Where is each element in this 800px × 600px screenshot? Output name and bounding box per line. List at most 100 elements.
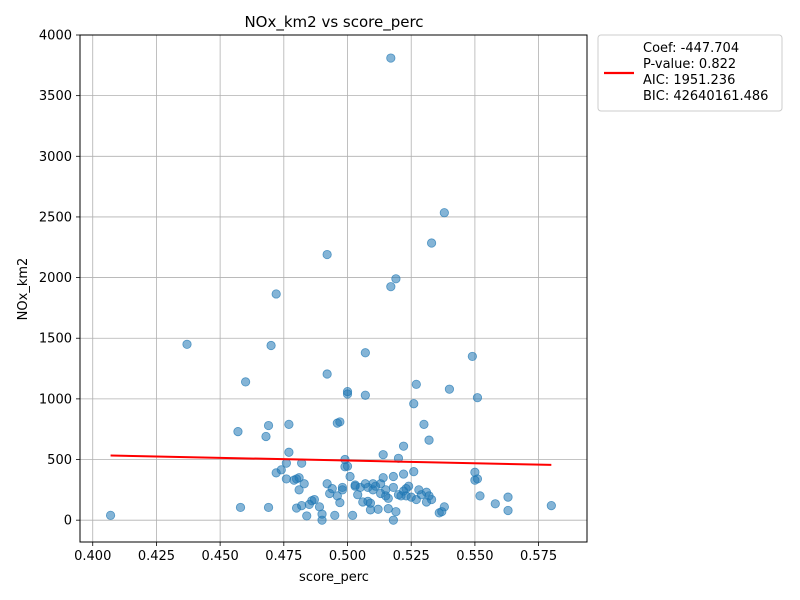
- legend-line-2: P-value: 0.822: [643, 57, 736, 72]
- data-point: [503, 505, 513, 516]
- data-point: [388, 471, 398, 482]
- data-point: [335, 417, 345, 427]
- data-points: [105, 53, 556, 525]
- data-point: [294, 485, 304, 495]
- legend-line-1: Coef: -447.704: [643, 41, 739, 56]
- legend-line-3: AIC: 1951.236: [643, 73, 735, 88]
- data-point: [299, 479, 309, 489]
- data-point: [294, 473, 304, 483]
- data-point: [241, 377, 251, 387]
- data-point: [276, 465, 286, 475]
- data-point: [335, 497, 345, 508]
- regression-line: [110, 454, 552, 466]
- data-point: [235, 502, 246, 513]
- data-point: [297, 501, 307, 511]
- y-tick-label: 1000: [39, 392, 72, 407]
- data-point: [266, 340, 276, 351]
- x-tick-label: 0.550: [456, 549, 493, 564]
- data-point: [388, 515, 398, 525]
- data-point: [360, 348, 370, 358]
- data-point: [503, 492, 513, 502]
- data-point: [426, 494, 437, 505]
- data-point: [475, 491, 485, 501]
- data-point: [360, 390, 370, 400]
- y-tick-label: 4000: [39, 29, 72, 44]
- data-point: [467, 351, 477, 362]
- data-point: [322, 369, 332, 379]
- data-point: [404, 481, 414, 491]
- legend-box: [597, 34, 783, 112]
- data-point: [398, 441, 409, 451]
- legend: Coef: -447.704 P-value: 0.822 AIC: 1951.…: [597, 34, 783, 112]
- data-point: [398, 469, 409, 479]
- data-point: [302, 511, 312, 521]
- data-point: [105, 510, 116, 520]
- y-tick-label: 0: [64, 514, 72, 529]
- data-point: [233, 427, 243, 437]
- data-point: [426, 238, 437, 248]
- data-point: [182, 339, 192, 349]
- data-point: [281, 474, 291, 484]
- data-point: [439, 208, 449, 218]
- data-point: [373, 504, 383, 514]
- data-point: [309, 494, 319, 505]
- data-point: [409, 467, 419, 477]
- x-tick-label: 0.500: [329, 549, 366, 564]
- data-point: [383, 504, 393, 514]
- data-point: [322, 249, 332, 260]
- data-point: [378, 473, 388, 483]
- data-point: [263, 502, 274, 513]
- data-point: [383, 493, 393, 503]
- data-point: [365, 498, 376, 508]
- data-point: [472, 393, 483, 403]
- data-point: [388, 482, 398, 493]
- data-point: [439, 502, 449, 512]
- data-point: [342, 461, 353, 471]
- data-point: [317, 509, 327, 519]
- y-tick-label: 2000: [39, 271, 72, 286]
- y-tick-label: 500: [47, 453, 72, 468]
- data-point: [345, 471, 355, 482]
- data-point: [409, 399, 419, 409]
- data-point: [391, 507, 401, 517]
- data-point: [411, 379, 421, 389]
- y-tick-label: 2500: [39, 210, 72, 225]
- y-tick-label: 3500: [39, 89, 72, 104]
- legend-line-4: BIC: 42640161.486: [643, 89, 768, 104]
- data-point: [419, 419, 429, 429]
- data-point: [284, 447, 294, 457]
- chart-title: NOx_km2 vs score_perc: [244, 13, 423, 32]
- x-tick-label: 0.425: [138, 549, 175, 564]
- data-point: [263, 420, 274, 431]
- x-axis-label: score_perc: [299, 570, 369, 585]
- data-point: [391, 274, 401, 284]
- x-tick-label: 0.475: [265, 549, 302, 564]
- data-point: [386, 282, 396, 292]
- data-point: [472, 474, 483, 484]
- data-point: [330, 510, 340, 520]
- x-tick-label: 0.525: [393, 549, 430, 564]
- data-point: [386, 53, 396, 63]
- data-point: [342, 386, 353, 397]
- data-point: [424, 435, 434, 445]
- y-tick-label: 1500: [39, 332, 72, 347]
- data-point: [444, 384, 455, 394]
- data-point: [284, 419, 294, 429]
- data-point: [348, 510, 358, 520]
- x-tick-label: 0.575: [520, 549, 557, 564]
- data-point: [327, 484, 337, 494]
- data-point: [261, 431, 271, 442]
- plot-frame: [79, 34, 588, 543]
- data-point: [378, 450, 388, 460]
- data-point: [546, 501, 556, 511]
- data-point: [490, 499, 500, 509]
- x-tick-label: 0.400: [74, 549, 111, 564]
- data-point: [271, 289, 281, 299]
- y-tick-label: 3000: [39, 150, 72, 165]
- y-axis-ticks: 0 500 1000 1500 2000 2500 3000 3500 4000: [39, 29, 80, 529]
- regression-line-group: [110, 454, 552, 466]
- x-tick-label: 0.450: [202, 549, 239, 564]
- data-point: [337, 482, 348, 493]
- y-axis-label: NOx_km2: [16, 258, 31, 321]
